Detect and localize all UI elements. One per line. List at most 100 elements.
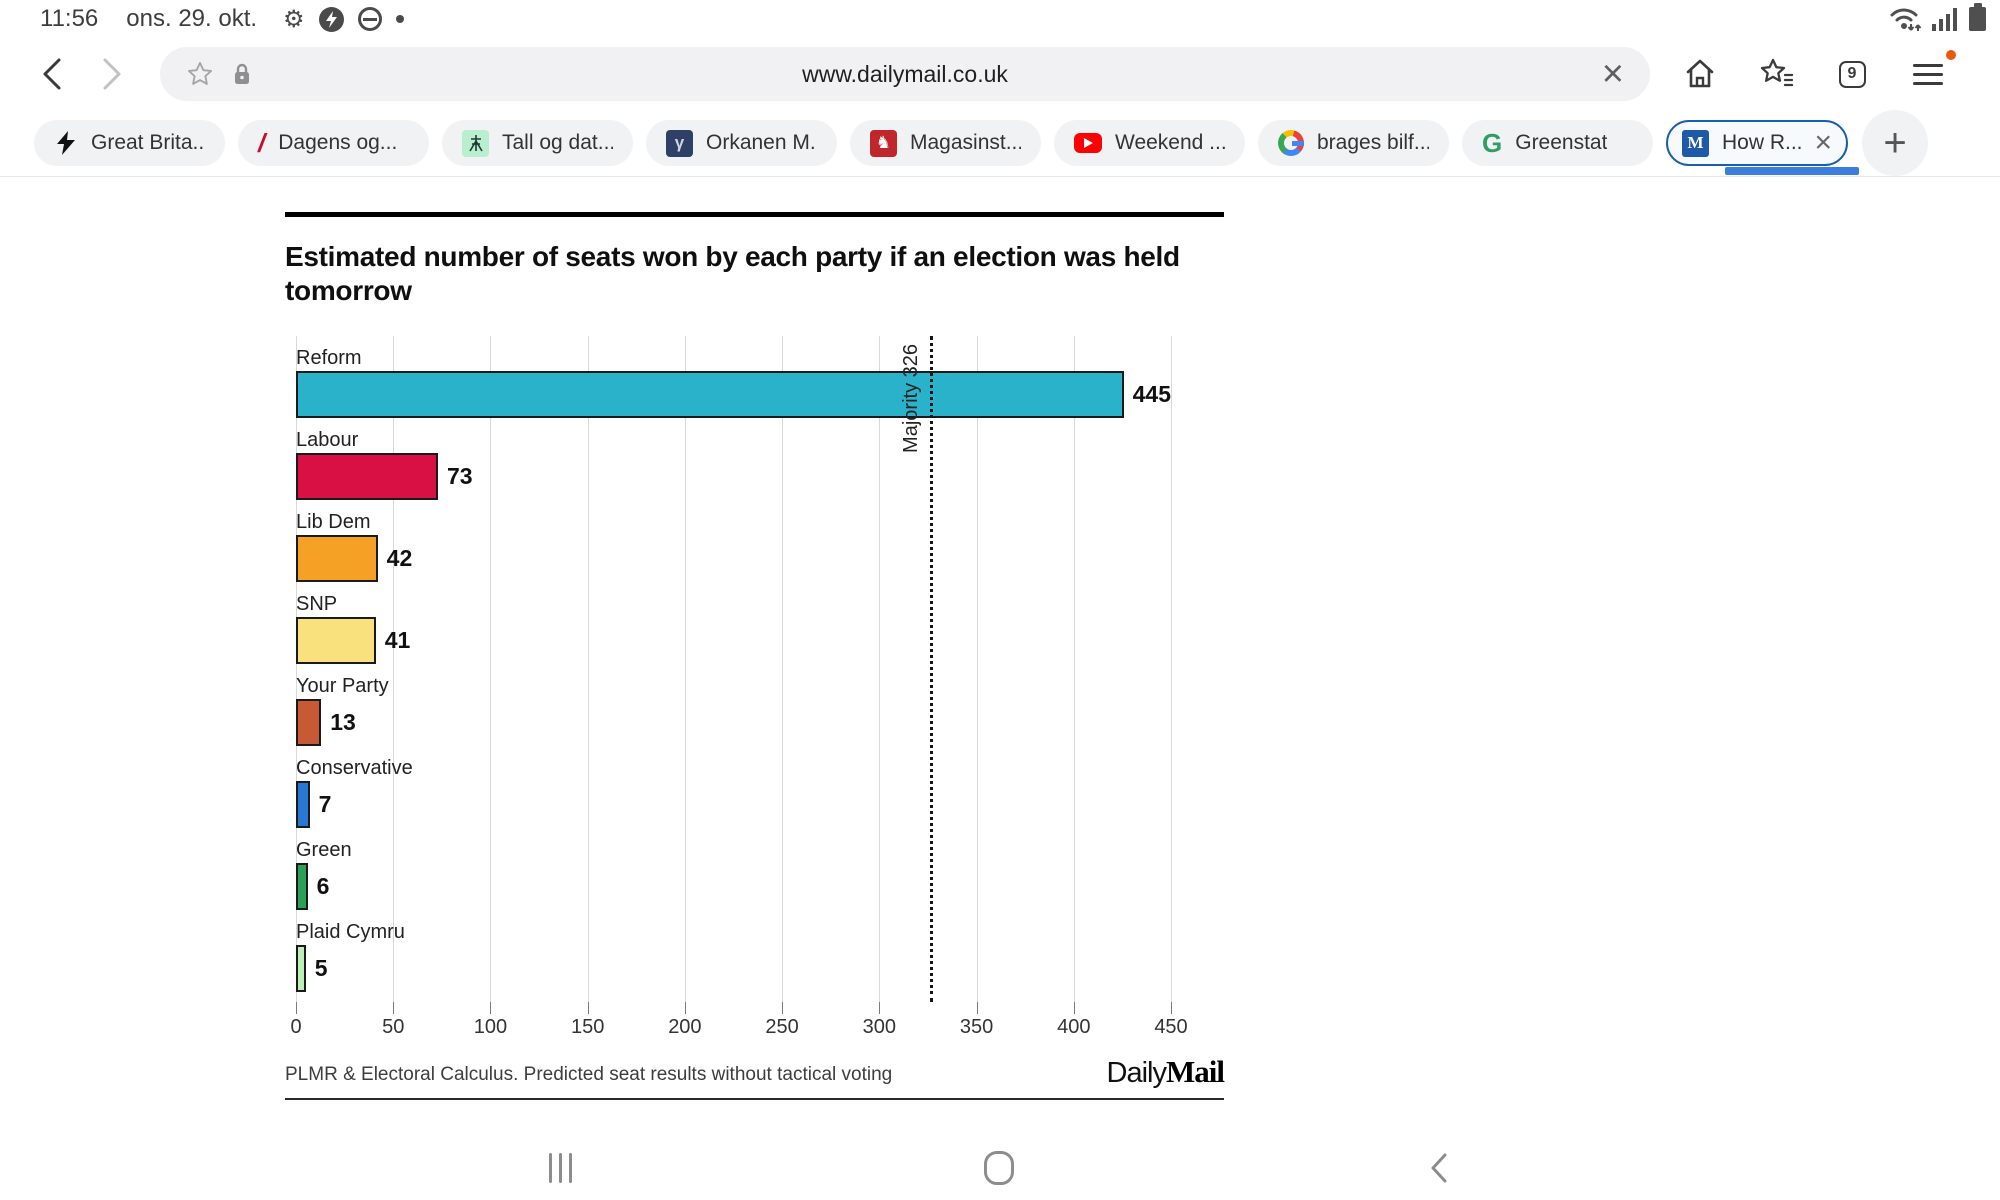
- seat-bar: [296, 945, 306, 992]
- x-axis-tick: [490, 1002, 492, 1014]
- gridline: [976, 336, 978, 1002]
- chart-row: Lib Dem 42: [296, 511, 1171, 582]
- x-axis-tick: [684, 1002, 686, 1014]
- tabs-button[interactable]: 9: [1832, 54, 1872, 94]
- stop-loading-icon[interactable]: ×: [1601, 53, 1624, 95]
- seat-value: 7: [318, 791, 332, 817]
- seat-bar: [296, 453, 438, 500]
- notification-dot-icon: [395, 15, 404, 23]
- seat-value: 6: [316, 873, 330, 899]
- seat-bar: [296, 617, 376, 664]
- party-label: Conservative: [296, 757, 413, 779]
- majority-threshold-label: Majority 326: [899, 344, 922, 453]
- tab-orkanen[interactable]: γ Orkanen M...: [646, 120, 837, 166]
- party-label: Labour: [296, 429, 359, 451]
- seat-value: 73: [446, 463, 473, 489]
- party-label: Plaid Cymru: [296, 921, 405, 943]
- x-axis-tick: [393, 1002, 395, 1014]
- x-axis-tick-label: 350: [959, 1016, 994, 1038]
- gridline: [393, 336, 395, 1002]
- status-date: ons. 29. okt.: [126, 5, 258, 32]
- tab-brages[interactable]: brages bilf...: [1258, 120, 1449, 166]
- tab-magasinet[interactable]: ♞ Magasinst...: [850, 120, 1041, 166]
- android-home-button[interactable]: [984, 1151, 1014, 1185]
- x-axis-tick-label: 300: [862, 1016, 897, 1038]
- new-tab-button[interactable]: +: [1862, 110, 1928, 176]
- android-back-button[interactable]: [1428, 1152, 1450, 1184]
- x-axis-tick-label: 400: [1057, 1016, 1091, 1038]
- x-axis-tick-label: 0: [290, 1016, 302, 1038]
- seat-bar: [296, 863, 308, 910]
- x-axis-tick-label: 50: [382, 1016, 405, 1038]
- chart-row: Conservative 7: [296, 757, 1171, 828]
- messenger-notification-icon: [318, 6, 344, 32]
- chart-row: Labour 73: [296, 429, 1171, 500]
- page-content: Estimated number of seats won by each pa…: [0, 178, 2000, 1138]
- x-axis-tick-label: 200: [668, 1016, 702, 1038]
- seats-bar-chart: Reform 445 Labour 73 Lib Dem 42 SNP 41 Your Part…: [285, 330, 1225, 1050]
- seat-value: 445: [1132, 381, 1171, 407]
- seat-value: 41: [384, 627, 411, 653]
- gridline: [490, 336, 492, 1002]
- chart-row: Your Party 13: [296, 675, 1171, 746]
- wifi-icon: [1890, 8, 1921, 31]
- party-label: SNP: [296, 593, 338, 615]
- dailymail-favicon-icon: M: [1682, 129, 1709, 157]
- address-bar[interactable]: www.dailymail.co.uk ×: [160, 47, 1650, 101]
- x-axis-tick-label: 450: [1154, 1016, 1188, 1038]
- party-label: Lib Dem: [296, 511, 371, 533]
- bookmarks-button[interactable]: [1756, 54, 1796, 94]
- seat-value: 42: [386, 545, 413, 571]
- chart-row: Plaid Cymru 5: [296, 921, 1171, 992]
- battery-icon: [1969, 3, 1986, 31]
- tab-dagens[interactable]: / Dagens og...: [238, 120, 429, 166]
- seat-value: 13: [330, 709, 356, 735]
- signal-strength-icon: [1931, 7, 1957, 31]
- tab-count-badge: 9: [1838, 55, 1871, 88]
- tab-tall-og-data[interactable]: Tall og dat...: [442, 120, 633, 166]
- x-axis: 0 50 100 150 200 250 300 350 400 450: [290, 1002, 1188, 1048]
- do-not-disturb-icon: [357, 7, 382, 31]
- rider-favicon-icon: ♞: [870, 129, 897, 157]
- menu-button[interactable]: [1908, 50, 1956, 94]
- browser-toolbar: www.dailymail.co.uk × 9: [0, 38, 2000, 110]
- settings-notification-icon: ⚙: [283, 5, 305, 33]
- majority-threshold-line: [929, 336, 933, 1002]
- x-axis-tick-label: 150: [570, 1016, 605, 1038]
- forward-button[interactable]: [82, 44, 142, 104]
- close-tab-icon[interactable]: ×: [1814, 126, 1832, 159]
- tab-greenstat[interactable]: G Greenstat: [1462, 120, 1653, 166]
- gridline: [1171, 336, 1172, 1002]
- chart-row: Green 6: [296, 839, 1171, 910]
- x-axis-tick: [1073, 1002, 1075, 1014]
- gridline: [296, 336, 297, 1002]
- tab-how-reform-active[interactable]: M How R... ×: [1666, 120, 1848, 166]
- chart-row: SNP 41: [296, 593, 1171, 664]
- menu-notification-dot: [1946, 50, 1956, 60]
- seat-bar: [296, 781, 310, 828]
- x-axis-tick-label: 100: [473, 1016, 508, 1038]
- chart-title: Estimated number of seats won by each pa…: [285, 241, 1180, 306]
- x-axis-tick: [587, 1002, 589, 1014]
- x-axis-tick: [879, 1002, 881, 1014]
- status-bar: 11:56 ons. 29. okt. ⚙: [0, 0, 2000, 38]
- quick-access-star-icon[interactable]: [186, 60, 214, 88]
- gridline: [782, 336, 784, 1002]
- tab-great-britain[interactable]: Great Brita...: [34, 120, 225, 166]
- home-button[interactable]: [1680, 54, 1720, 94]
- greenstat-favicon-icon: G: [1482, 127, 1503, 158]
- tab-strip: Great Brita... / Dagens og... Tall og da…: [0, 110, 2000, 177]
- top-rule: [285, 212, 1224, 217]
- recent-apps-button[interactable]: [549, 1153, 572, 1183]
- google-favicon-icon: [1278, 130, 1304, 156]
- secure-lock-icon[interactable]: [232, 62, 252, 86]
- plot-area: Reform 445 Labour 73 Lib Dem 42 SNP 41 Your Part…: [296, 336, 1172, 1002]
- clock: 11:56: [40, 5, 99, 32]
- back-button[interactable]: [22, 44, 82, 104]
- navy-favicon-icon: γ: [666, 129, 693, 157]
- seat-value: 5: [314, 955, 328, 981]
- chart-row: Reform 445: [296, 347, 1171, 418]
- gridline: [684, 336, 686, 1002]
- url-text[interactable]: www.dailymail.co.uk: [802, 60, 1008, 87]
- tab-weekend[interactable]: Weekend ...: [1054, 120, 1245, 166]
